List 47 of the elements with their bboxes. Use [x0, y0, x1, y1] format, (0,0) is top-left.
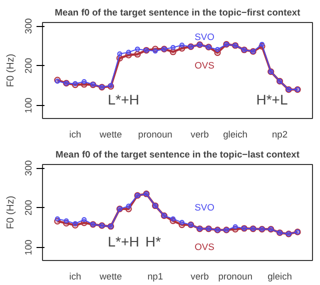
point	[170, 44, 176, 50]
point	[82, 217, 87, 222]
point	[134, 46, 140, 52]
point	[54, 216, 60, 222]
y-tick-label: 300	[24, 18, 34, 34]
annotation: H*+L	[256, 91, 288, 108]
y-tick-label: 200	[24, 58, 34, 74]
x-tick-label: verb	[190, 272, 209, 282]
y-tick-label: 100	[24, 98, 34, 114]
series-label: SVO	[194, 202, 214, 213]
y-tick-label: 200	[24, 200, 34, 216]
point	[152, 48, 158, 54]
point	[82, 79, 87, 84]
x-tick-label: ich	[69, 272, 82, 282]
series-label: SVO	[194, 32, 214, 42]
x-tick-label: pronoun	[138, 130, 172, 140]
x-tick-label: gleich	[223, 130, 248, 140]
annotation: L*+H	[108, 233, 140, 250]
point	[126, 204, 132, 209]
x-tick-label: np1	[147, 272, 164, 282]
point	[179, 42, 184, 48]
x-tick-label: wette	[98, 272, 122, 282]
y-tick-label: 100	[24, 240, 34, 256]
point	[117, 51, 122, 56]
series-label: OVS	[194, 242, 214, 252]
point	[259, 42, 264, 47]
point	[126, 50, 132, 55]
point	[215, 46, 220, 52]
chart-title: Mean f0 of the target sentence in the topic−first context	[54, 8, 300, 18]
x-tick-label: verb	[190, 130, 209, 140]
annotation: H*	[145, 233, 162, 250]
x-tick-label: pronoun	[218, 272, 252, 282]
point	[179, 220, 184, 225]
x-tick-label: ich	[69, 130, 82, 140]
point	[170, 216, 176, 222]
x-tick-label: np2	[272, 130, 288, 140]
y-tick-label: 300	[24, 160, 34, 176]
point	[134, 50, 141, 58]
y-axis-title: F0 (Hz)	[6, 196, 16, 230]
point	[64, 218, 69, 224]
annotation: L*+H	[108, 91, 140, 108]
x-tick-label: wette	[98, 130, 122, 140]
point	[232, 224, 238, 230]
chart-title: Mean f0 of the target sentence in the topic−last context	[56, 150, 300, 160]
y-axis-title: F0 (Hz)	[6, 54, 16, 88]
series-label: OVS	[194, 60, 214, 71]
x-tick-label: gleich	[268, 272, 292, 282]
